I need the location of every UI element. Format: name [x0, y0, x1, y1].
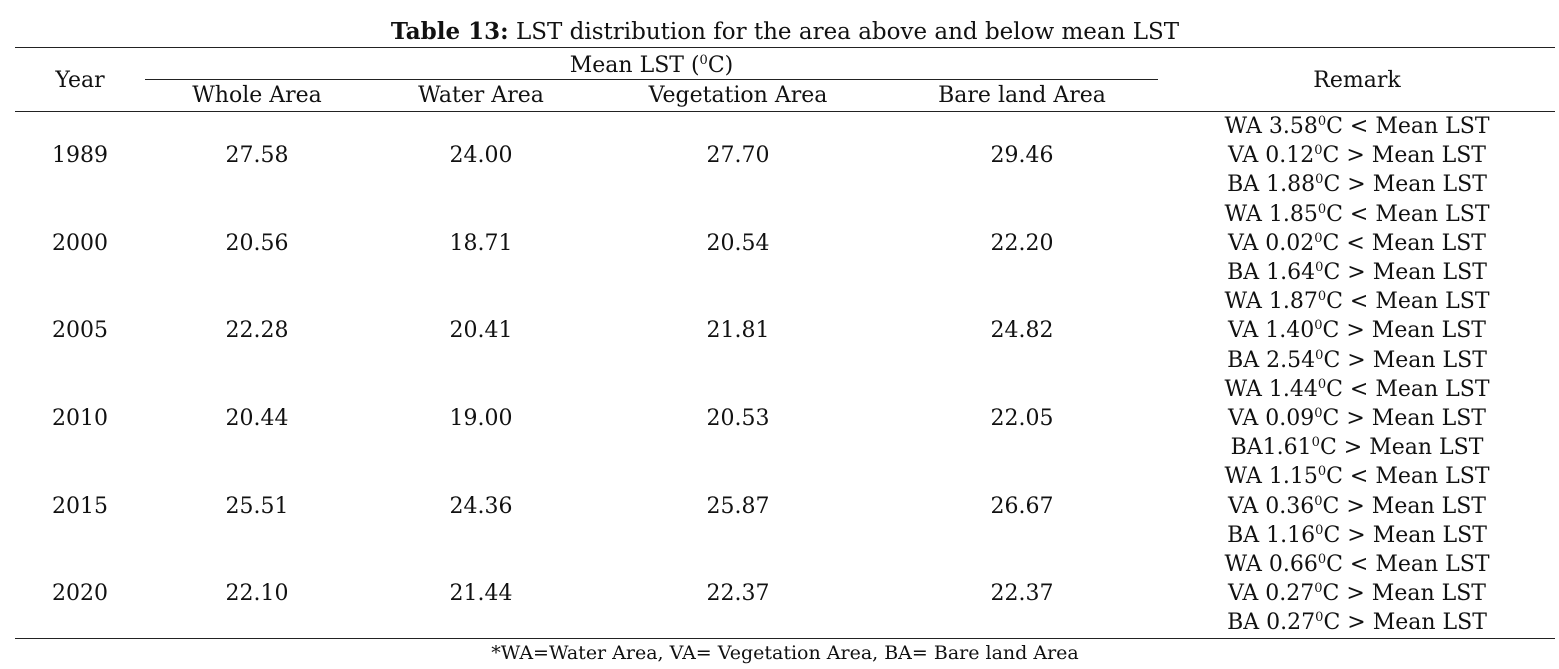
remark-line: WA 0.660C < Mean LST [1224, 552, 1490, 577]
header-whole-area: Whole Area [192, 83, 322, 108]
value-cell: 24.00 [449, 143, 513, 169]
group-rule [145, 79, 1158, 80]
header-vegetation-area: Vegetation Area [648, 83, 828, 108]
remark-line: WA 3.580C < Mean LST [1224, 114, 1490, 139]
remark-line: VA 0.090C > Mean LST [1228, 406, 1486, 431]
degree-superscript: 0 [1314, 318, 1323, 334]
degree-superscript: 0 [699, 53, 708, 68]
remark-line: BA 2.540C > Mean LST [1227, 347, 1487, 373]
degree-superscript: 0 [1317, 201, 1327, 217]
remark-line: BA1.610C > Mean LST [1230, 435, 1484, 461]
value-cell: 25.87 [706, 493, 770, 519]
remark-line: VA 0.120C > Mean LST [1228, 143, 1486, 169]
year-cell: 1989 [52, 143, 108, 169]
value-cell: 26.67 [990, 493, 1054, 519]
degree-superscript: 0 [1314, 581, 1323, 597]
value-cell: 22.20 [990, 230, 1054, 256]
header-water-area: Water Area [418, 83, 544, 108]
year-cell: 2005 [52, 318, 108, 344]
degree-superscript: 0 [1317, 552, 1327, 567]
year-cell: 2015 [52, 493, 108, 519]
header-remark: Remark [1313, 68, 1401, 93]
degree-superscript: 0 [1315, 522, 1324, 538]
value-cell: 21.44 [449, 581, 513, 607]
value-cell: 24.82 [990, 318, 1054, 344]
degree-superscript: 0 [1314, 493, 1323, 509]
remark-line: VA 0.020C < Mean LST [1228, 230, 1486, 256]
value-cell: 19.00 [449, 406, 513, 431]
value-cell: 22.28 [225, 318, 289, 344]
degree-superscript: 0 [1311, 435, 1320, 451]
degree-superscript: 0 [1317, 376, 1327, 392]
value-cell: 29.46 [990, 143, 1054, 169]
value-cell: 27.70 [706, 143, 770, 169]
value-cell: 22.37 [990, 581, 1054, 607]
remark-line: WA 1.150C < Mean LST [1224, 464, 1490, 490]
degree-superscript: 0 [1314, 406, 1323, 421]
remark-line: VA 0.270C > Mean LST [1228, 581, 1486, 607]
degree-superscript: 0 [1315, 172, 1324, 188]
year-cell: 2020 [52, 581, 108, 607]
remark-line: WA 1.870C < Mean LST [1224, 289, 1490, 315]
remark-line: BA 0.270C > Mean LST [1227, 610, 1487, 636]
remark-line: BA 1.160C > Mean LST [1227, 522, 1487, 548]
header-year: Year [55, 68, 105, 93]
value-cell: 20.44 [225, 406, 289, 431]
table-caption: Table 13: LST distribution for the area … [0, 16, 1559, 48]
degree-superscript: 0 [1314, 143, 1323, 159]
remark-line: BA 1.640C > Mean LST [1227, 260, 1487, 285]
degree-superscript: 0 [1317, 464, 1327, 480]
remark-line: VA 1.400C > Mean LST [1228, 318, 1486, 344]
remark-line: WA 1.440C < Mean LST [1224, 376, 1490, 402]
year-cell: 2010 [52, 406, 108, 431]
header-bare-land-area: Bare land Area [938, 83, 1106, 108]
value-cell: 18.71 [449, 230, 513, 256]
year-cell: 2000 [52, 230, 108, 256]
value-cell: 27.58 [225, 143, 289, 169]
value-cell: 20.41 [449, 318, 513, 344]
table-footnote: *WA=Water Area, VA= Vegetation Area, BA=… [491, 642, 1079, 664]
value-cell: 24.36 [449, 493, 513, 519]
value-cell: 20.53 [706, 406, 770, 431]
value-cell: 25.51 [225, 493, 289, 519]
table-caption-text: LST distribution for the area above and … [508, 19, 1180, 45]
header-bottom-rule [15, 111, 1555, 112]
degree-superscript: 0 [1315, 347, 1324, 363]
degree-superscript: 0 [1315, 610, 1324, 626]
bottom-rule [15, 638, 1555, 639]
table-caption-label: Table 13: [390, 18, 509, 45]
value-cell: 20.54 [706, 230, 770, 256]
value-cell: 22.37 [706, 581, 770, 607]
top-rule [15, 47, 1555, 48]
value-cell: 21.81 [706, 318, 770, 344]
value-cell: 22.05 [990, 406, 1054, 431]
value-cell: 22.10 [225, 581, 289, 607]
value-cell: 20.56 [225, 230, 289, 256]
degree-superscript: 0 [1314, 230, 1323, 246]
remark-line: BA 1.880C > Mean LST [1227, 172, 1487, 198]
degree-superscript: 0 [1317, 114, 1327, 129]
header-mean-lst: Mean LST (0C) [569, 53, 734, 78]
degree-superscript: 0 [1315, 260, 1324, 275]
degree-superscript: 0 [1317, 289, 1327, 305]
remark-line: VA 0.360C > Mean LST [1228, 493, 1486, 519]
remark-line: WA 1.850C < Mean LST [1224, 201, 1490, 227]
